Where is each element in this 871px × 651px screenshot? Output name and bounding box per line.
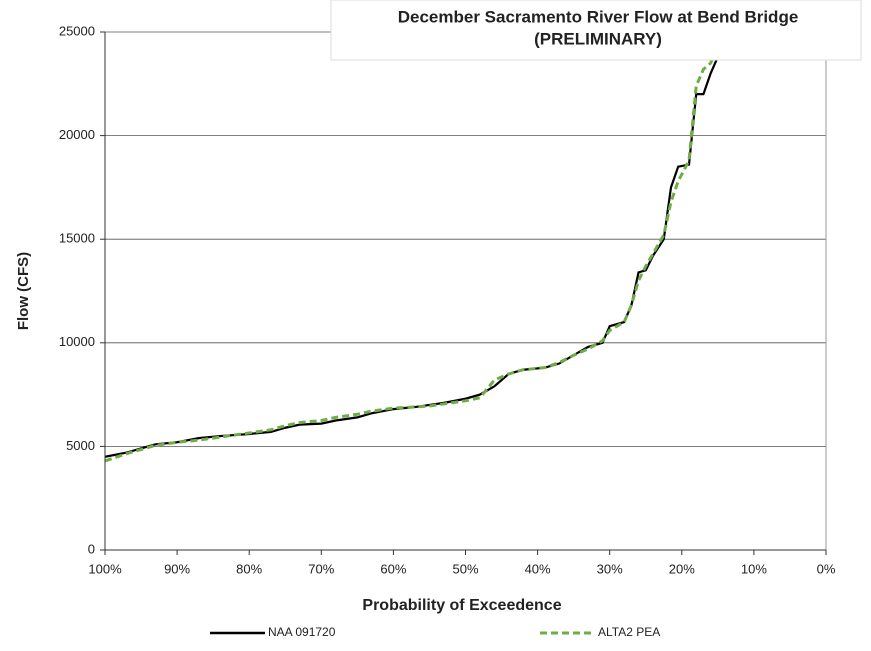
y-tick-label: 20000 bbox=[59, 127, 95, 142]
x-tick-label: 40% bbox=[525, 561, 551, 576]
y-tick-label: 5000 bbox=[66, 438, 95, 453]
x-tick-label: 20% bbox=[669, 561, 695, 576]
y-tick-label: 25000 bbox=[59, 23, 95, 38]
y-tick-label: 10000 bbox=[59, 334, 95, 349]
title-box bbox=[330, 0, 862, 61]
legend-label: NAA 091720 bbox=[268, 625, 336, 639]
x-tick-label: 60% bbox=[380, 561, 406, 576]
series-line bbox=[105, 56, 719, 458]
x-tick-label: 90% bbox=[164, 561, 190, 576]
chart-title: December Sacramento River Flow at Bend B… bbox=[398, 7, 799, 26]
y-tick-label: 0 bbox=[88, 541, 95, 556]
y-tick-label: 15000 bbox=[59, 231, 95, 246]
series-line bbox=[105, 45, 720, 463]
x-axis-title: Probability of Exceedence bbox=[362, 597, 561, 614]
x-tick-label: 10% bbox=[741, 561, 767, 576]
x-tick-label: 30% bbox=[597, 561, 623, 576]
plot-lines bbox=[105, 45, 720, 463]
x-tick-label: 0% bbox=[817, 561, 836, 576]
x-tick-label: 80% bbox=[236, 561, 262, 576]
y-axis-title: Flow (CFS) bbox=[15, 252, 32, 330]
grid bbox=[105, 31, 826, 551]
legend-label: ALTA2 PEA bbox=[598, 625, 660, 639]
x-tick-label: 100% bbox=[88, 561, 122, 576]
chart-subtitle: (PRELIMINARY) bbox=[534, 29, 662, 48]
x-tick-label: 70% bbox=[308, 561, 334, 576]
x-tick-label: 50% bbox=[452, 561, 478, 576]
